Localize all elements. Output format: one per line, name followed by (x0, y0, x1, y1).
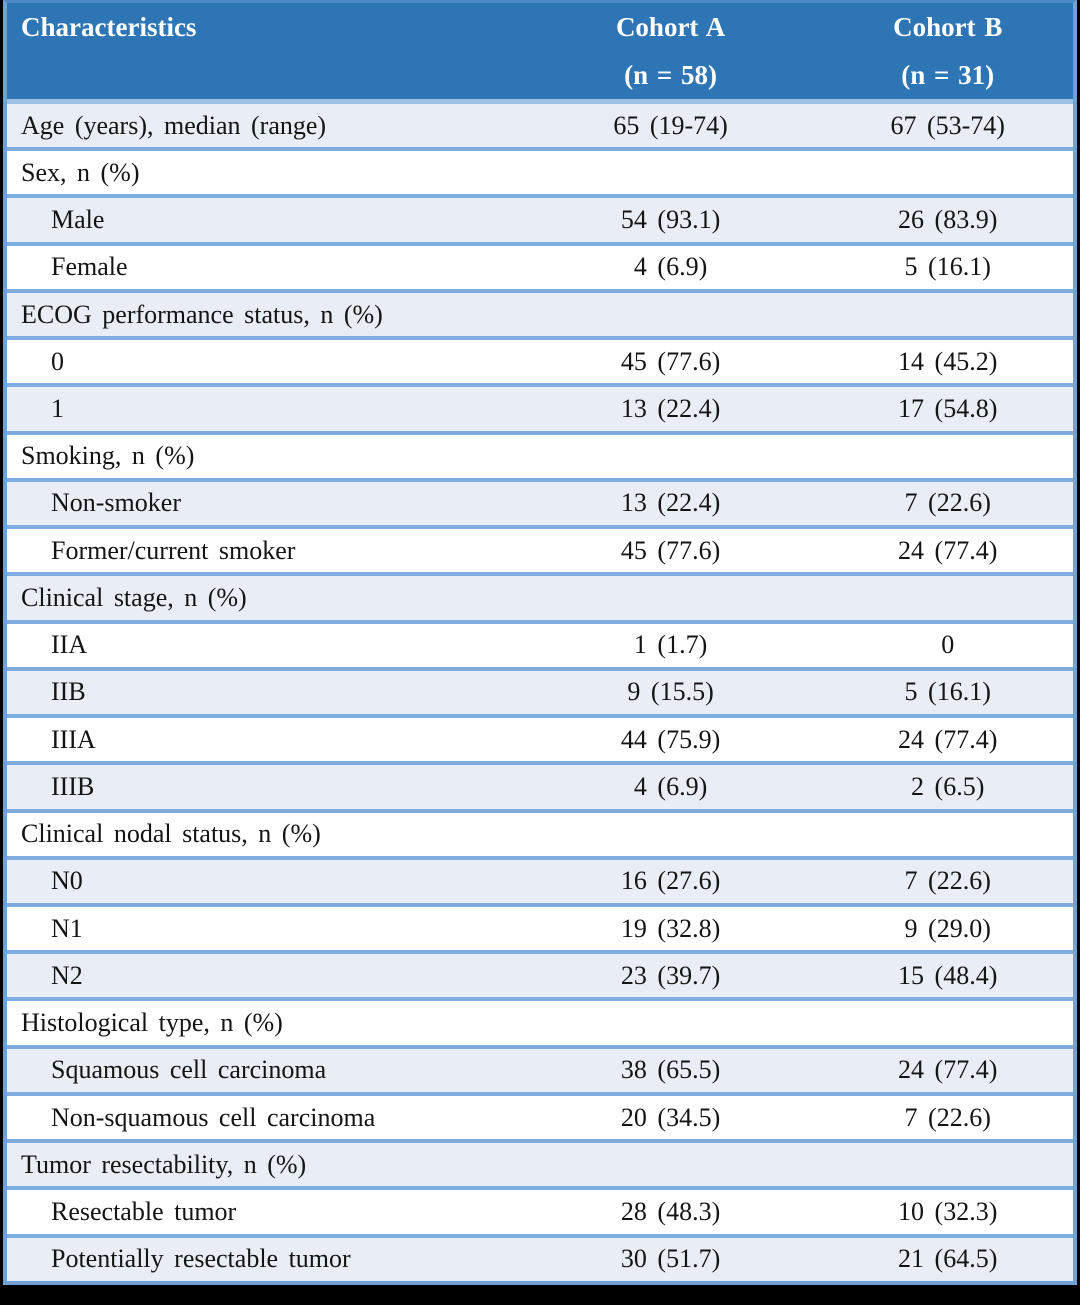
cohort-a-value: 9 (15.5) (627, 677, 714, 707)
cohort-b-value: 5 (16.1) (904, 252, 991, 282)
row-label: Tumor resectability, n (%) (21, 1149, 307, 1179)
row-label: Histological type, n (%) (21, 1008, 283, 1038)
cohort-b-value: 15 (48.4) (898, 960, 998, 990)
header-cohort-a-n: (n = 58) (624, 59, 718, 90)
header-cohort-b-name: Cohort B (893, 11, 1003, 42)
cohort-b-value: 24 (77.4) (898, 724, 998, 754)
row-label: IIIA (51, 724, 96, 754)
row-label: Potentially resectable tumor (51, 1244, 351, 1274)
table-header-row: Characteristics Cohort A (n = 58) Cohort… (7, 3, 1073, 104)
row-label: IIIB (51, 771, 95, 801)
table-row-iiib: IIIB 4 (6.9) 2 (6.5) (7, 761, 1073, 809)
cohort-a-value: 19 (32.8) (620, 913, 721, 943)
cohort-a-value: 65 (19-74) (613, 110, 728, 140)
characteristics-table: Characteristics Cohort A (n = 58) Cohort… (3, 0, 1077, 1285)
cohort-b-value: 2 (6.5) (911, 771, 985, 801)
row-label: Squamous cell carcinoma (51, 1055, 327, 1085)
cohort-a-value: 1 (1.7) (633, 630, 708, 660)
table-row-n0: N0 16 (27.6) 7 (22.6) (7, 855, 1073, 903)
table-row-ecog-group: ECOG performance status, n (%) (7, 288, 1073, 337)
row-label: 0 (51, 346, 64, 376)
cohort-b-value: 9 (29.0) (904, 913, 991, 943)
row-label: Smoking, n (%) (21, 441, 195, 471)
cohort-b-value: 7 (22.6) (904, 488, 991, 518)
table-row-resectable: Resectable tumor 28 (48.3) 10 (32.3) (7, 1186, 1073, 1234)
table-row-ecog-0: 0 45 (77.6) 14 (45.2) (7, 336, 1073, 384)
cohort-b-value: 5 (16.1) (904, 677, 991, 707)
row-label: Age (years), median (range) (21, 110, 327, 140)
row-label: Female (51, 252, 128, 282)
row-label: 1 (51, 394, 64, 424)
cohort-b-value: 21 (64.5) (898, 1244, 998, 1274)
row-label: N0 (51, 866, 83, 896)
cohort-a-value: 4 (6.9) (633, 771, 708, 801)
cohort-b-value: 7 (22.6) (904, 1102, 991, 1132)
header-cohort-a-column: Cohort A (n = 58) (519, 3, 823, 99)
row-label: Former/current smoker (51, 535, 296, 565)
header-characteristics-column: Characteristics (7, 3, 519, 99)
table-row-clinical-stage-group: Clinical stage, n (%) (7, 572, 1073, 620)
table-row-ecog-1: 1 13 (22.4) 17 (54.8) (7, 383, 1073, 431)
header-cohort-b-n: (n = 31) (901, 59, 995, 90)
cohort-b-value: 0 (941, 630, 955, 660)
row-label: N2 (51, 960, 83, 990)
table-row-smoking-group: Smoking, n (%) (7, 430, 1073, 478)
cohort-b-value: 7 (22.6) (904, 866, 991, 896)
row-label: ECOG performance status, n (%) (21, 299, 383, 329)
cohort-a-value: 16 (27.6) (620, 866, 721, 896)
row-label: IIA (51, 630, 88, 660)
row-label: Clinical nodal status, n (%) (21, 819, 321, 849)
table-row-n1: N1 19 (32.8) 9 (29.0) (7, 902, 1073, 951)
row-label: IIB (51, 677, 86, 707)
row-label: Non-squamous cell carcinoma (51, 1102, 376, 1132)
cohort-a-value: 44 (75.9) (620, 724, 721, 754)
cohort-a-value: 54 (93.1) (620, 205, 721, 235)
cohort-a-value: 45 (77.6) (620, 535, 721, 565)
cohort-b-value: 67 (53-74) (890, 110, 1005, 140)
header-cohort-a-name: Cohort A (615, 11, 726, 42)
header-characteristics-spacer (21, 51, 519, 99)
cohort-a-value: 13 (22.4) (620, 394, 721, 424)
row-label: N1 (51, 913, 83, 943)
row-label: Non-smoker (51, 488, 181, 518)
cohort-b-value: 24 (77.4) (898, 1055, 998, 1085)
cohort-b-value: 14 (45.2) (898, 346, 998, 376)
cohort-b-value: 17 (54.8) (898, 394, 998, 424)
cohort-a-value: 23 (39.7) (620, 960, 721, 990)
row-label: Resectable tumor (51, 1197, 237, 1226)
table-row-iib: IIB 9 (15.5) 5 (16.1) (7, 666, 1073, 715)
table-row-iia: IIA 1 (1.7) 0 (7, 619, 1073, 667)
table-row-non-smoker: Non-smoker 13 (22.4) 7 (22.6) (7, 477, 1073, 526)
header-characteristics-label: Characteristics (21, 11, 197, 42)
table-row-squamous: Squamous cell carcinoma 38 (65.5) 24 (77… (7, 1044, 1073, 1092)
cohort-a-value: 38 (65.5) (620, 1055, 721, 1085)
row-label: Male (51, 205, 105, 235)
cohort-b-value: 10 (32.3) (898, 1197, 998, 1226)
table-row-resectability-group: Tumor resectability, n (%) (7, 1139, 1073, 1187)
cohort-a-value: 28 (48.3) (620, 1197, 721, 1226)
table-row-female: Female 4 (6.9) 5 (16.1) (7, 241, 1073, 289)
table-row-age: Age (years), median (range) 65 (19-74) 6… (7, 104, 1073, 148)
header-cohort-b-column: Cohort B (n = 31) (822, 3, 1073, 99)
table-row-iiia: IIIA 44 (75.9) 24 (77.4) (7, 714, 1073, 762)
cohort-a-value: 30 (51.7) (620, 1244, 721, 1274)
table-row-nodal-status-group: Clinical nodal status, n (%) (7, 808, 1073, 856)
table-row-sex-group: Sex, n (%) (7, 147, 1073, 195)
row-label: Clinical stage, n (%) (21, 582, 247, 612)
table-row-non-squamous: Non-squamous cell carcinoma 20 (34.5) 7 … (7, 1091, 1073, 1140)
table-row-male: Male 54 (93.1) 26 (83.9) (7, 194, 1073, 242)
table-row-n2: N2 23 (39.7) 15 (48.4) (7, 950, 1073, 998)
cohort-a-value: 4 (6.9) (633, 252, 708, 282)
table-row-former-current-smoker: Former/current smoker 45 (77.6) 24 (77.4… (7, 525, 1073, 573)
cohort-b-value: 24 (77.4) (898, 535, 998, 565)
cohort-a-value: 13 (22.4) (620, 488, 721, 518)
row-label: Sex, n (%) (21, 157, 140, 187)
table-body: Age (years), median (range) 65 (19-74) 6… (7, 104, 1073, 1281)
cohort-a-value: 20 (34.5) (620, 1102, 721, 1132)
table-row-potentially-resectable: Potentially resectable tumor 30 (51.7) 2… (7, 1233, 1073, 1281)
cohort-b-value: 26 (83.9) (898, 205, 998, 235)
table-row-histological-type-group: Histological type, n (%) (7, 997, 1073, 1045)
cohort-a-value: 45 (77.6) (620, 346, 721, 376)
